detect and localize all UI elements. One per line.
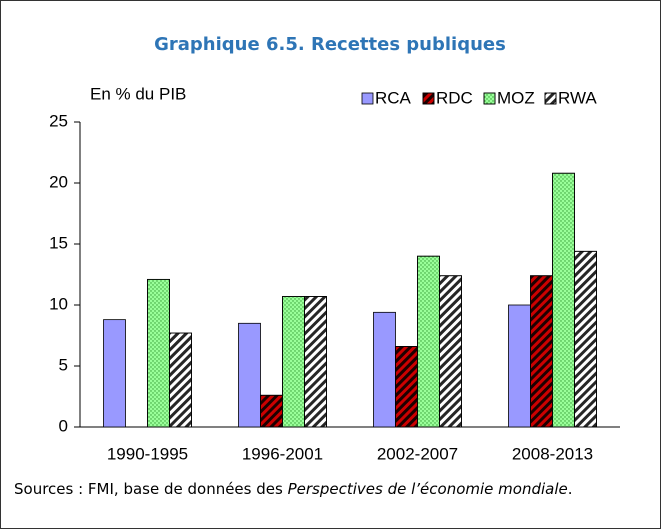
y-axis-label: En % du PIB <box>90 84 186 103</box>
legend-swatch-pattern <box>422 92 435 105</box>
legend-label: RCA <box>375 88 412 107</box>
bar <box>373 311 396 428</box>
legend-swatch-pattern <box>483 92 496 105</box>
legend-label: RWA <box>558 88 597 107</box>
bar-pattern <box>147 278 170 428</box>
y-tick-label: 20 <box>49 172 68 191</box>
y-tick-label: 15 <box>49 233 68 252</box>
bar-pattern <box>282 296 305 428</box>
bar-pattern <box>417 255 440 428</box>
source-suffix: . <box>567 480 573 498</box>
y-tick-label: 25 <box>49 111 68 130</box>
x-tick-label: 1996-2001 <box>242 444 323 463</box>
bar <box>508 304 531 428</box>
bar <box>103 319 126 428</box>
y-tick-label: 5 <box>59 355 68 374</box>
bar <box>238 322 261 428</box>
source-prefix: Sources : FMI, base de données des <box>14 480 288 498</box>
x-tick-label: 2008-2013 <box>512 444 593 463</box>
legend-label: MOZ <box>497 88 535 107</box>
bar-pattern <box>574 250 597 428</box>
bar-pattern <box>439 275 462 428</box>
bar-pattern <box>530 275 553 428</box>
x-tick-label: 1990-1995 <box>107 444 188 463</box>
y-tick-label: 0 <box>59 416 68 435</box>
legend-swatch-pattern <box>544 92 557 105</box>
bar-pattern <box>304 296 327 428</box>
x-tick-label: 2002-2007 <box>377 444 458 463</box>
bar-pattern <box>395 346 418 428</box>
legend-swatch <box>361 92 374 105</box>
legend-label: RDC <box>436 88 473 107</box>
bar-pattern <box>169 332 192 428</box>
source: Sources : FMI, base de données des Persp… <box>14 478 634 501</box>
bar-pattern <box>260 394 283 428</box>
bar-pattern <box>552 172 575 428</box>
source-italic: Perspectives de l’économie mondiale <box>287 480 568 498</box>
y-tick-label: 10 <box>49 294 68 313</box>
chart-title: Graphique 6.5. Recettes publiques <box>154 34 506 55</box>
